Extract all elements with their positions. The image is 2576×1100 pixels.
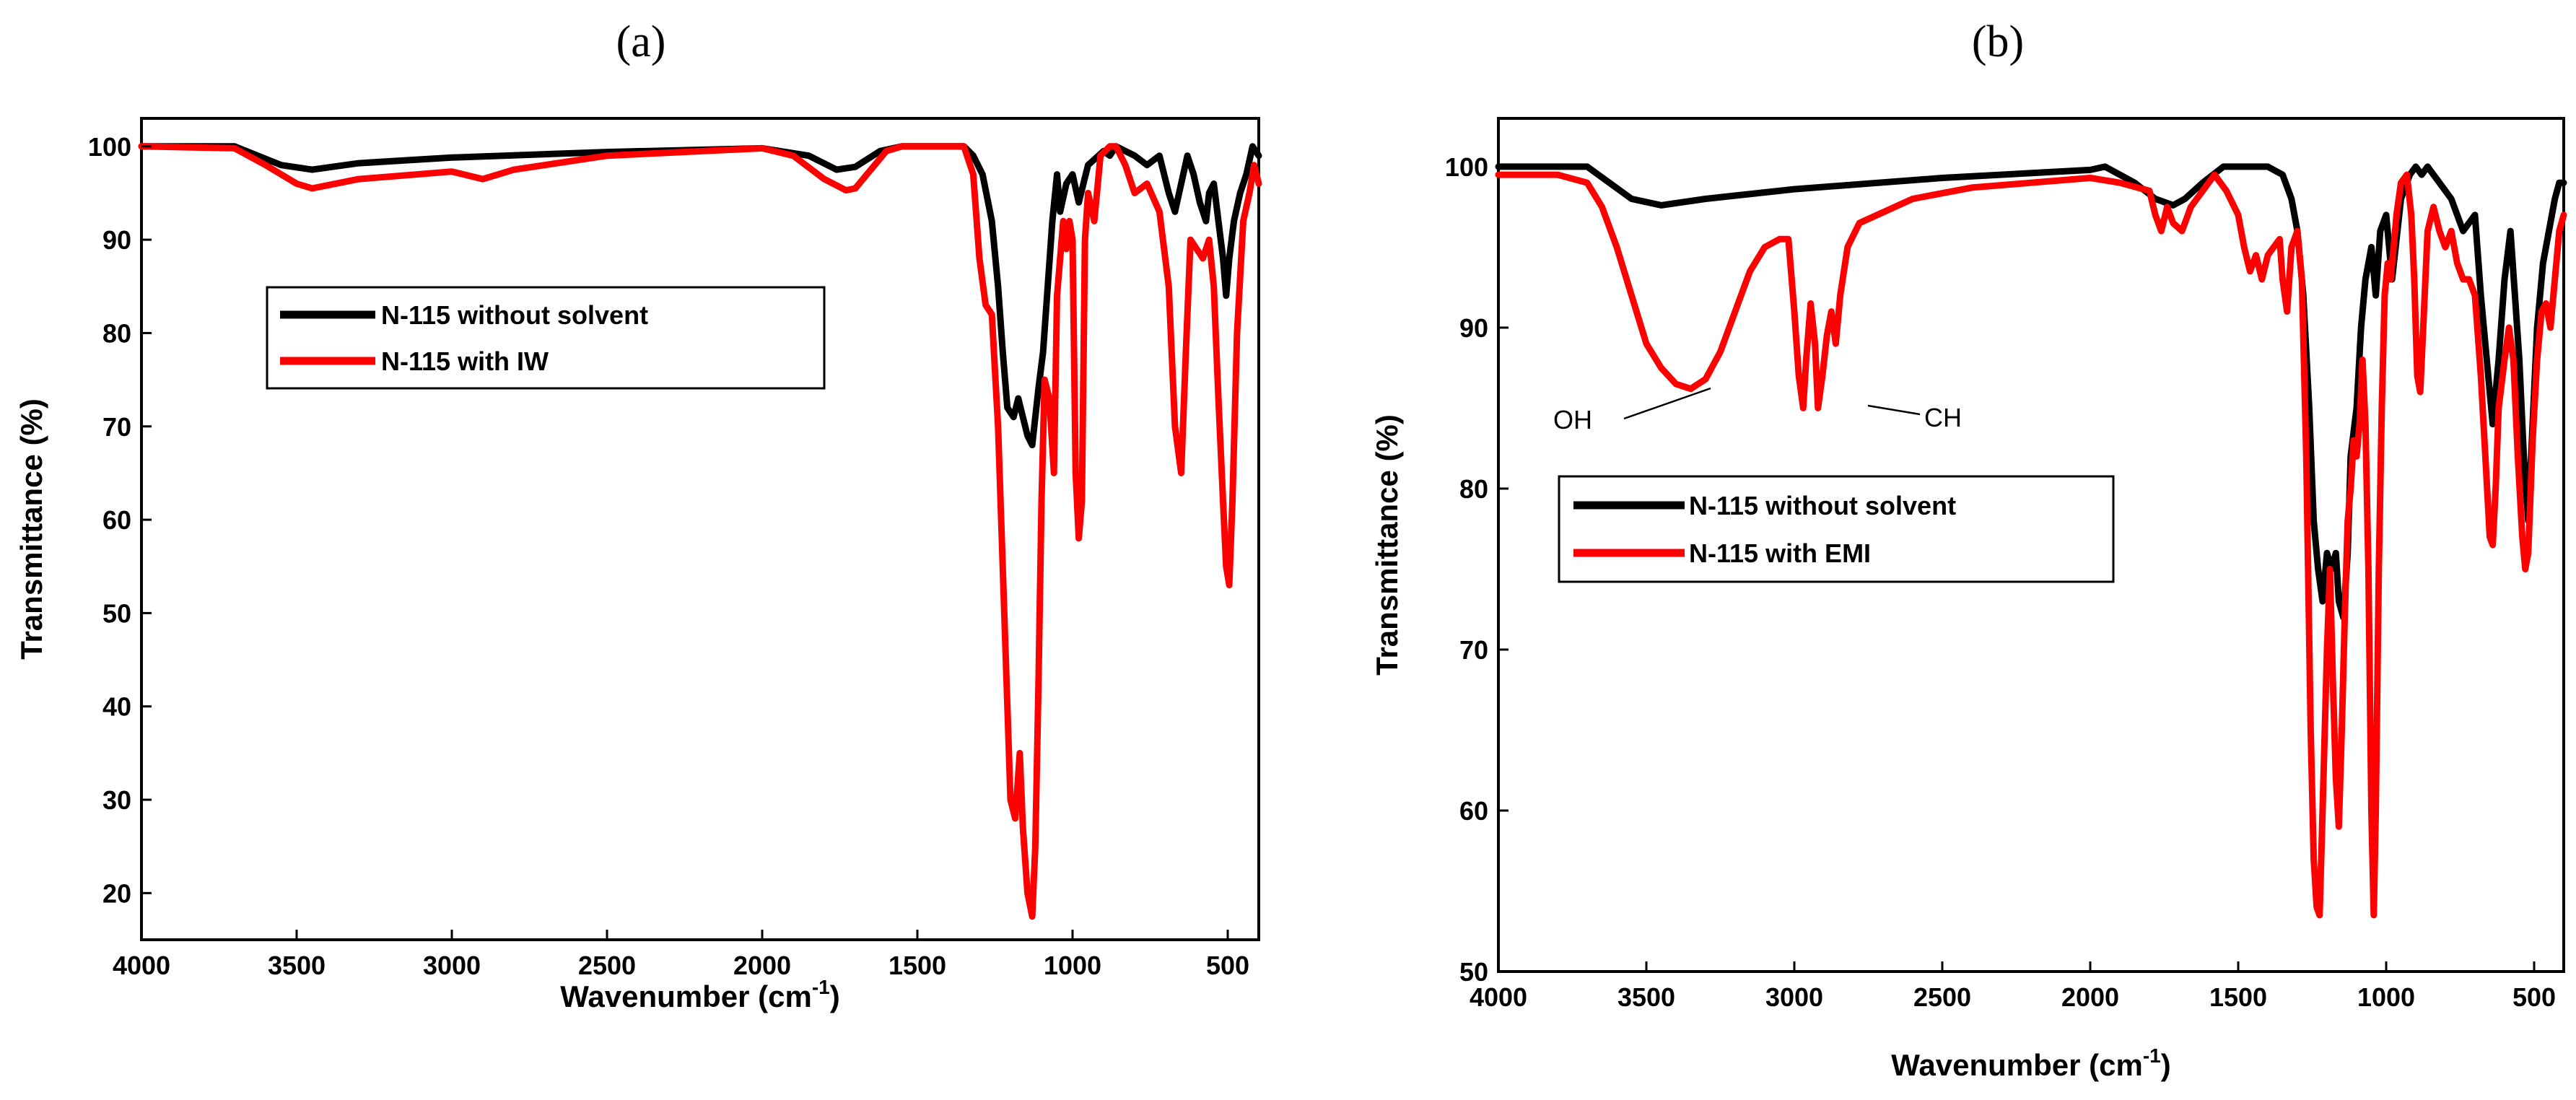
x-tick-label-3500-b: 3500 [1617,982,1675,1012]
legend-label-with-emi-b: N-115 with EMI [1689,538,1871,568]
y-tick-label-40-a: 40 [102,692,131,722]
x-tick-label-4000-b: 4000 [1470,982,1527,1012]
x-tick-label-500-b: 500 [2512,982,2556,1012]
y-tick-label-90-b: 90 [1459,313,1488,343]
oh-label: OH [1553,405,1592,435]
x-tick-label-1000-a: 1000 [1044,951,1101,980]
y-tick-label-100-b: 100 [1445,152,1488,182]
legend-label-without-solvent-a: N-115 without solvent [381,300,648,330]
ticks-layer-a: 4000 3500 3000 2500 2000 1500 1000 500 20 30 40 50 6… [88,132,1249,980]
y-tick-label-60-a: 60 [102,505,131,535]
legend-box-a [266,286,826,390]
legend-box-b [1558,475,2115,583]
ch-leader-line [1867,404,1921,416]
x-tick-label-3000-a: 3000 [423,951,481,980]
series-line-without-solvent-b [1495,163,2567,621]
y-tick-label-20-a: 20 [102,878,131,908]
series-line-with-solvent-a [138,143,1262,920]
x-tick-label-3500-a: 3500 [268,951,326,980]
y-tick-label-60-b: 60 [1459,796,1488,826]
y-tick-label-90-a: 90 [102,225,131,255]
x-tick-label-2500-a: 2500 [578,951,636,980]
y-tick-label-70-a: 70 [102,412,131,442]
annotations-b: OH CH [1553,387,1962,435]
ch-label: CH [1924,403,1962,432]
legend-label-with-iw-a: N-115 with IW [381,346,549,376]
y-tick-label-50-a: 50 [102,598,131,628]
legend-a: N-115 without solvent N-115 with IW [266,286,826,390]
series-layer-a [138,143,1262,920]
plot-frame-a [140,117,1260,941]
y-tick-label-80-b: 80 [1459,474,1488,504]
x-tick-label-4000-a: 4000 [113,951,170,980]
y-tick-label-50-b: 50 [1459,957,1488,987]
x-tick-label-1500-b: 1500 [2209,982,2267,1012]
plot-frame-b [1497,117,2565,973]
y-tick-label-30-a: 30 [102,785,131,815]
x-tick-label-3000-b: 3000 [1765,982,1823,1012]
x-axis-title-b: Wavenumber (cm-1) [1891,1044,2170,1082]
y-axis-title-a: Transmittance (%) [14,398,48,660]
chart-b: 4000 3500 3000 2500 2000 1500 1000 500 50 60 70 80 9… [1370,117,2567,1082]
x-tick-label-2000-a: 2000 [733,951,791,980]
panel-label-b: (b) [1972,17,2024,66]
series-line-without-solvent-a [138,143,1262,449]
oh-leader-line [1623,387,1711,420]
y-tick-label-80-a: 80 [102,318,131,348]
x-tick-label-2000-b: 2000 [2061,982,2119,1012]
chart-a: 4000 3500 3000 2500 2000 1500 1000 500 20 30 40 50 6… [14,117,1262,1013]
x-tick-label-1000-b: 1000 [2357,982,2415,1012]
legend-b: N-115 without solvent N-115 with EMI [1558,475,2115,583]
series-layer-b [1495,163,2567,919]
series-line-with-solvent-b [1495,171,2567,919]
ticks-layer-b: 4000 3500 3000 2500 2000 1500 1000 500 50 60 70 80 9… [1445,152,2556,1012]
y-axis-title-b: Transmittance (%) [1370,414,1404,676]
y-tick-label-70-b: 70 [1459,635,1488,665]
x-tick-label-1500-a: 1500 [888,951,946,980]
legend-label-without-solvent-b: N-115 without solvent [1689,491,1956,520]
y-tick-label-100-a: 100 [88,132,131,162]
x-axis-title-a: Wavenumber (cm-1) [560,976,839,1013]
x-tick-label-500-a: 500 [1206,951,1249,980]
x-tick-label-2500-b: 2500 [1913,982,1971,1012]
panel-label-a: (a) [616,17,666,66]
